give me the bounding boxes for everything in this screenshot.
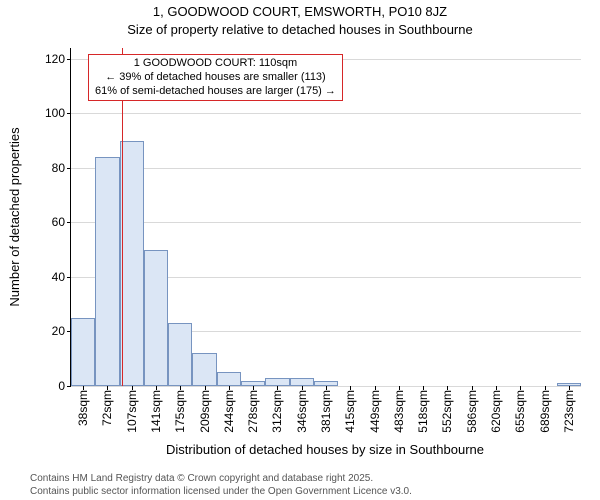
annotation-line: 61% of semi-detached houses are larger (… [95, 85, 336, 99]
ytick-mark [67, 168, 71, 169]
y-axis-label: Number of detached properties [7, 127, 22, 306]
xtick-label: 278sqm [246, 390, 260, 433]
histogram-bar [95, 157, 119, 386]
xtick-label: 449sqm [368, 390, 382, 433]
histogram-bar [71, 318, 95, 386]
chart-container: 1, GOODWOOD COURT, EMSWORTH, PO10 8JZ Si… [0, 0, 600, 500]
ytick-label: 60 [52, 215, 65, 229]
xtick-label: 552sqm [440, 390, 454, 433]
footer-line-1: Contains HM Land Registry data © Crown c… [30, 473, 600, 486]
ytick-mark [67, 113, 71, 114]
annotation-line: ← 39% of detached houses are smaller (11… [95, 71, 336, 85]
histogram-bar [192, 353, 216, 386]
ytick-label: 40 [52, 270, 65, 284]
xtick-label: 723sqm [562, 390, 576, 433]
footer-attribution: Contains HM Land Registry data © Crown c… [0, 473, 600, 498]
xtick-label: 586sqm [465, 390, 479, 433]
gridline [71, 113, 581, 114]
xtick-label: 620sqm [489, 390, 503, 433]
x-axis-label: Distribution of detached houses by size … [70, 442, 580, 457]
xtick-label: 38sqm [76, 390, 90, 426]
gridline [71, 222, 581, 223]
ytick-label: 100 [45, 106, 65, 120]
ytick-mark [67, 386, 71, 387]
ytick-mark [67, 59, 71, 60]
xtick-label: 244sqm [222, 390, 236, 433]
xtick-label: 312sqm [270, 390, 284, 433]
ytick-label: 120 [45, 52, 65, 66]
histogram-bar [120, 141, 144, 386]
footer-line-2: Contains public sector information licen… [30, 486, 600, 499]
xtick-label: 346sqm [295, 390, 309, 433]
xtick-label: 141sqm [149, 390, 163, 433]
ytick-label: 0 [58, 379, 65, 393]
xtick-label: 175sqm [173, 390, 187, 433]
chart-title: 1, GOODWOOD COURT, EMSWORTH, PO10 8JZ [0, 4, 600, 19]
xtick-label: 209sqm [198, 390, 212, 433]
ytick-mark [67, 277, 71, 278]
ytick-label: 80 [52, 161, 65, 175]
xtick-label: 107sqm [125, 390, 139, 433]
histogram-bar [168, 323, 192, 386]
annotation-box: 1 GOODWOOD COURT: 110sqm← 39% of detache… [88, 54, 343, 101]
histogram-bar [217, 372, 241, 386]
xtick-label: 415sqm [343, 390, 357, 433]
xtick-label: 72sqm [100, 390, 114, 426]
xtick-label: 381sqm [319, 390, 333, 433]
xtick-label: 655sqm [513, 390, 527, 433]
xtick-label: 483sqm [392, 390, 406, 433]
histogram-bar [290, 378, 314, 386]
histogram-bar [265, 378, 289, 386]
annotation-line: 1 GOODWOOD COURT: 110sqm [95, 57, 336, 71]
histogram-bar [144, 250, 168, 386]
xtick-label: 689sqm [538, 390, 552, 433]
ytick-mark [67, 222, 71, 223]
xtick-label: 518sqm [416, 390, 430, 433]
chart-subtitle: Size of property relative to detached ho… [0, 22, 600, 37]
ytick-label: 20 [52, 324, 65, 338]
gridline [71, 168, 581, 169]
